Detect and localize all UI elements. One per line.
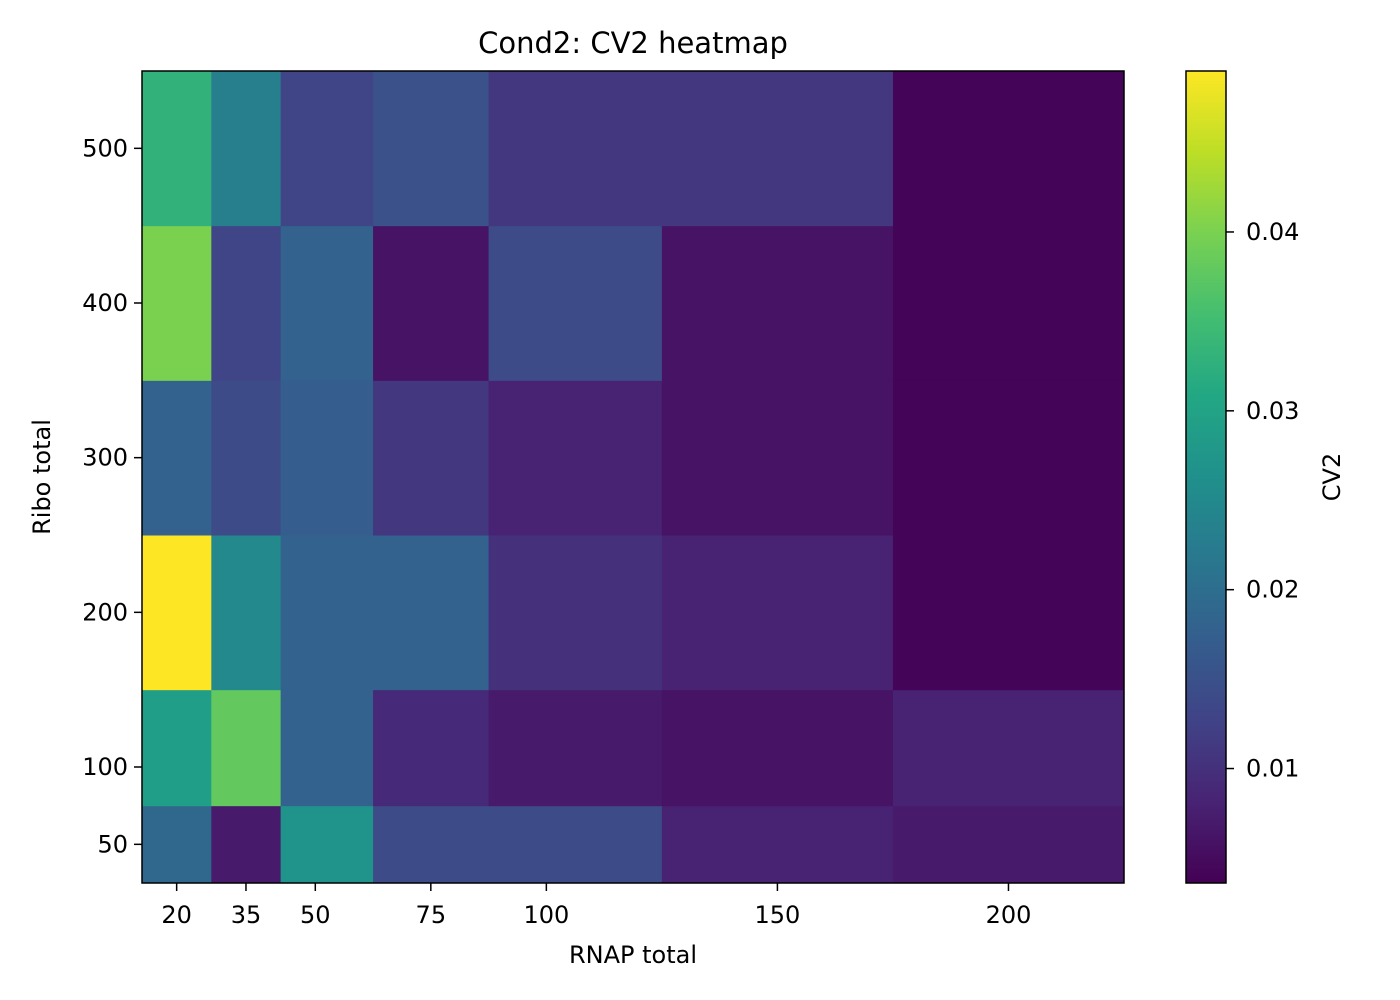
heatmap-cell — [280, 535, 374, 691]
heatmap-cell — [892, 71, 1125, 227]
heatmap-cell — [373, 535, 490, 691]
heatmap-cell — [142, 535, 212, 691]
heatmap-cell — [373, 225, 490, 381]
colorbar-tick-label: 0.04 — [1246, 218, 1299, 246]
x-tick-label: 20 — [161, 901, 192, 929]
y-tick-label: 400 — [82, 289, 128, 317]
heatmap-cell — [211, 535, 282, 691]
colorbar — [1185, 70, 1227, 884]
x-axis-label: RNAP total — [569, 941, 697, 969]
heatmap-cell — [142, 689, 212, 807]
heatmap-cell — [211, 71, 282, 227]
colorbar-tick-label: 0.03 — [1246, 397, 1299, 425]
y-tick-label: 50 — [97, 830, 128, 858]
x-tick-label: 150 — [755, 901, 801, 929]
heatmap-cell — [280, 689, 374, 807]
y-axis-ticks: 50 100 200 300 400 500 — [82, 134, 142, 858]
heatmap-cell — [892, 689, 1125, 807]
heatmap-cell — [280, 805, 374, 884]
heatmap-cell — [661, 535, 894, 691]
heatmap-cell — [280, 380, 374, 536]
heatmap-cell — [661, 805, 894, 884]
heatmap-cell — [892, 225, 1125, 381]
x-tick-label: 100 — [523, 901, 569, 929]
heatmap-cell — [892, 805, 1125, 884]
heatmap-cell — [488, 805, 663, 884]
heatmap-cell — [661, 380, 894, 536]
heatmap-cell — [661, 225, 894, 381]
colorbar-label: CV2 — [1318, 453, 1346, 501]
heatmap-cell — [892, 535, 1125, 691]
heatmap-cell — [488, 380, 663, 536]
y-tick-label: 500 — [82, 134, 128, 162]
heatmap-cell — [211, 225, 282, 381]
heatmap-cell — [142, 71, 212, 227]
x-tick-label: 75 — [416, 901, 447, 929]
heatmap-cell — [373, 71, 490, 227]
plot-frame — [141, 70, 1125, 884]
heatmap-cell — [373, 380, 490, 536]
heatmap-cell — [488, 535, 663, 691]
heatmap-cell — [488, 225, 663, 381]
heatmap-cell — [661, 689, 894, 807]
chart-title: Cond2: CV2 heatmap — [478, 26, 788, 60]
x-axis-ticks: 20 35 50 75 100 150 200 — [161, 883, 1031, 929]
heatmap-cell — [142, 225, 212, 381]
y-tick-label: 300 — [82, 444, 128, 472]
heatmap-cell — [211, 380, 282, 536]
y-axis-label: Ribo total — [28, 419, 56, 535]
y-tick-label: 100 — [82, 753, 128, 781]
heatmap-cell — [488, 71, 663, 227]
colorbar-tick-label: 0.01 — [1246, 755, 1299, 783]
colorbar-tick-label: 0.02 — [1246, 576, 1299, 604]
heatmap-cell — [211, 805, 282, 884]
x-tick-label: 35 — [231, 901, 262, 929]
heatmap-cell — [142, 380, 212, 536]
heatmap-cell — [661, 71, 894, 227]
x-tick-label: 50 — [300, 901, 331, 929]
heatmap-cell — [211, 689, 282, 807]
colorbar-ticks: 0.01 0.02 0.03 0.04 — [1226, 218, 1299, 783]
heatmap-cell — [280, 71, 374, 227]
heatmap-cell — [142, 805, 212, 884]
heatmap-cells — [142, 71, 1125, 884]
heatmap-cell — [373, 689, 490, 807]
heatmap-cell — [280, 225, 374, 381]
heatmap-cell — [488, 689, 663, 807]
x-tick-label: 200 — [986, 901, 1032, 929]
heatmap-cell — [373, 805, 490, 884]
heatmap-cell — [892, 380, 1125, 536]
y-tick-label: 200 — [82, 598, 128, 626]
